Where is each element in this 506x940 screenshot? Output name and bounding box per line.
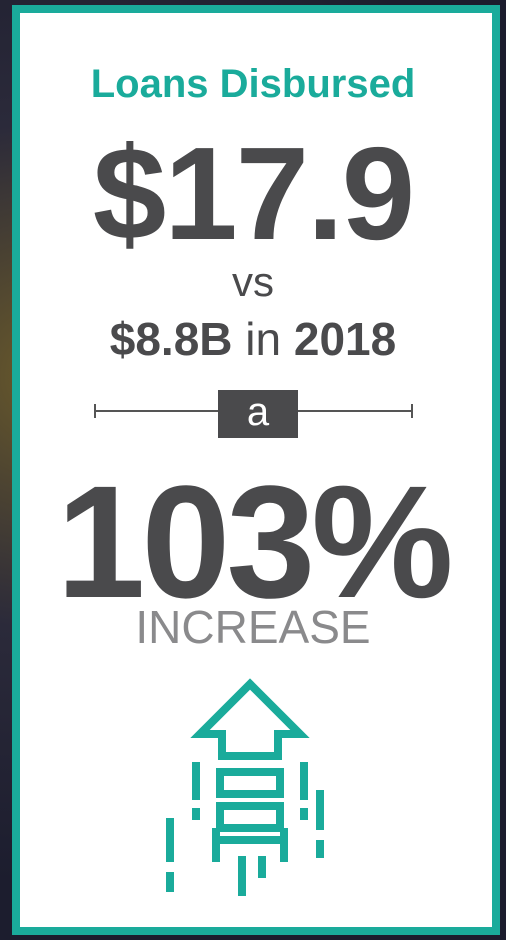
main-value: $17.9: [92, 120, 415, 267]
comparison: $8.8B in 2018: [0, 312, 506, 366]
card: [12, 5, 500, 935]
change-value: 103%: [56, 452, 453, 631]
connector: a: [218, 390, 298, 438]
change-label: INCREASE: [135, 601, 371, 653]
comparison-word: in: [245, 313, 282, 365]
rocket-icon: [166, 678, 324, 896]
comparison-prefix: vs: [232, 258, 274, 305]
title: Loans Disbursed: [90, 62, 416, 106]
comparison-amount: $8.8B: [109, 313, 233, 365]
comparison-year: 2018: [293, 313, 397, 365]
